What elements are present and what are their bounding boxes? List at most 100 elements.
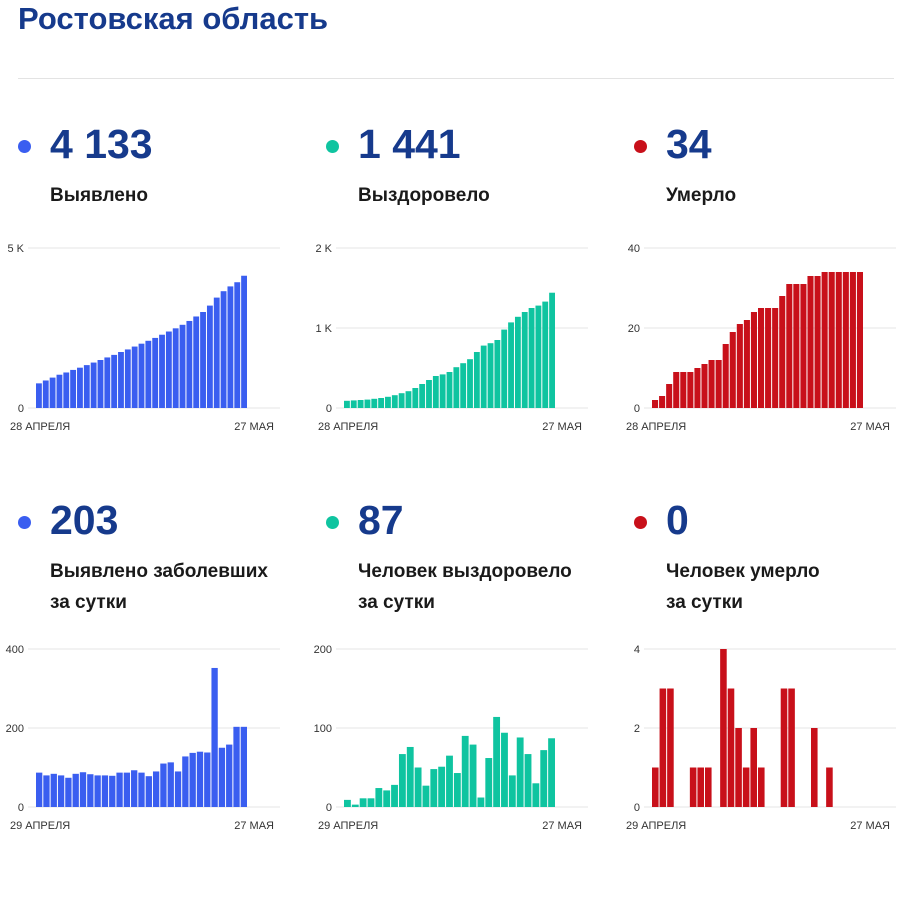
bar	[666, 384, 673, 408]
bar	[57, 775, 65, 807]
bar	[687, 372, 694, 408]
bar	[720, 649, 727, 807]
bar	[211, 667, 218, 807]
bar	[77, 367, 83, 408]
bar	[446, 755, 453, 807]
bar	[446, 372, 453, 408]
y-tick-label: 0	[18, 403, 24, 415]
stat-label: Умерло	[666, 185, 737, 206]
bar	[508, 775, 516, 807]
bar	[94, 775, 101, 807]
bar	[689, 767, 697, 807]
stat-label: за сутки	[666, 592, 743, 613]
y-tick-label: 200	[314, 644, 332, 656]
bar	[159, 334, 165, 408]
stat-panel-recovered-daily: 87 Человек выздоровело за сутки 0 100 200 29 А…	[314, 484, 606, 904]
bar	[426, 380, 432, 408]
stat-value: 34	[666, 121, 712, 167]
y-tick-label: 100	[314, 723, 332, 735]
bar	[842, 272, 849, 408]
legend-dot-icon	[634, 516, 647, 529]
bar	[477, 797, 485, 807]
bar	[494, 340, 501, 408]
bar	[432, 376, 439, 408]
bar	[398, 393, 405, 408]
bar	[438, 766, 446, 807]
bar	[36, 383, 42, 408]
bar	[793, 284, 800, 408]
bar	[508, 322, 514, 408]
x-tick-label-start: 28 АПРЕЛЯ	[626, 421, 686, 433]
bar	[412, 388, 419, 408]
bar	[383, 790, 391, 807]
bar-chart-deaths: 0 20 40 28 АПРЕЛЯ 27 МАЯ	[626, 243, 896, 433]
bar	[743, 320, 750, 408]
bar-chart-confirmed: 0 5 K 28 АПРЕЛЯ 27 МАЯ	[7, 243, 280, 433]
bar	[439, 374, 446, 408]
bar	[79, 772, 87, 807]
header-divider	[18, 78, 894, 79]
bar	[227, 286, 234, 408]
x-tick-label-start: 28 АПРЕЛЯ	[318, 421, 378, 433]
legend-dot-icon	[326, 516, 339, 529]
bar	[241, 275, 247, 408]
y-tick-label: 20	[628, 323, 640, 335]
bar	[485, 758, 493, 807]
bar	[364, 399, 371, 408]
bar	[856, 272, 863, 408]
bar	[172, 328, 179, 408]
bar	[735, 728, 742, 807]
bar	[398, 754, 406, 807]
bar	[772, 308, 779, 408]
bar	[758, 308, 765, 408]
bar	[521, 312, 528, 408]
bar	[213, 297, 220, 408]
bar	[385, 396, 391, 408]
page-title: Ростовская область	[18, 1, 329, 36]
y-tick-label: 0	[18, 802, 24, 814]
bar	[123, 772, 131, 807]
bar	[357, 400, 364, 408]
stat-value: 1 441	[358, 121, 461, 167]
bar	[182, 756, 189, 807]
bar	[50, 773, 57, 807]
bar	[779, 296, 786, 408]
bar	[174, 771, 182, 807]
x-tick-label-start: 29 АПРЕЛЯ	[10, 820, 70, 832]
bar	[800, 284, 807, 408]
stat-label: Выздоровело	[358, 185, 490, 206]
stat-label: Человек выздоровело	[358, 561, 572, 582]
bar	[727, 688, 735, 807]
bar	[72, 773, 79, 807]
bar	[524, 754, 532, 807]
y-tick-label: 0	[634, 403, 640, 415]
bar	[104, 357, 111, 408]
bar	[469, 744, 477, 807]
bar	[528, 308, 535, 408]
bar	[131, 346, 138, 408]
bar	[467, 359, 473, 408]
legend-dot-icon	[18, 140, 31, 153]
bar	[65, 777, 72, 807]
bar	[49, 377, 56, 408]
bar	[344, 799, 351, 807]
y-tick-label: 400	[6, 644, 24, 656]
bar	[652, 400, 659, 408]
bar	[152, 771, 160, 807]
bar	[453, 773, 461, 807]
bar	[193, 316, 200, 408]
bar	[514, 316, 521, 408]
bar	[501, 329, 508, 408]
stat-value: 4 133	[50, 121, 153, 167]
bar	[659, 396, 666, 408]
bar	[378, 398, 385, 408]
bar	[736, 324, 743, 408]
bar	[548, 738, 555, 807]
bar	[715, 360, 722, 408]
stat-label: за сутки	[358, 592, 435, 613]
bar	[549, 292, 555, 408]
bar	[179, 324, 186, 408]
bar	[189, 752, 196, 807]
bar	[90, 362, 97, 408]
bar	[220, 291, 227, 408]
